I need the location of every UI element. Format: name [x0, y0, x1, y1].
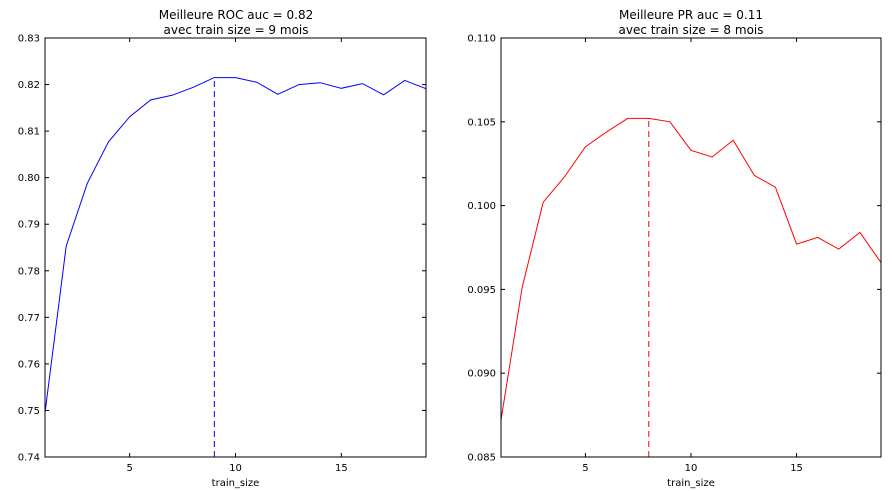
plot-title-line1: Meilleure ROC auc = 0.82 — [159, 8, 314, 22]
y-tick-label: 0.83 — [18, 34, 40, 45]
y-tick-label: 0.79 — [18, 220, 40, 231]
y-tick-label: 0.80 — [18, 173, 40, 184]
y-tick-label: 0.110 — [467, 34, 496, 45]
x-tick-label: 10 — [229, 463, 242, 474]
axis-ticks: 0.085 0.090 0.095 0.100 0.105 0.110 5 10 15 — [467, 34, 881, 474]
x-axis-label: train_size — [212, 478, 260, 489]
x-tick-label: 5 — [126, 463, 132, 474]
series-group — [44, 77, 427, 457]
y-tick-label: 0.085 — [467, 453, 496, 464]
y-tick-label: 0.095 — [467, 285, 496, 296]
y-tick-label: 0.82 — [18, 80, 40, 91]
axis-ticks: 0.74 0.75 0.76 0.77 0.78 0.79 0.80 0.81 0.82 0.83… — [18, 34, 426, 474]
y-tick-label: 0.75 — [18, 406, 40, 417]
series-line — [500, 117, 882, 421]
x-tick-label: 15 — [335, 463, 348, 474]
plot-title-line2: avec train size = 9 mois — [163, 23, 308, 37]
y-tick-label: 0.74 — [18, 453, 40, 464]
y-tick-label: 0.77 — [18, 313, 40, 324]
y-tick-label: 0.100 — [467, 201, 496, 212]
axes-frame — [500, 37, 882, 458]
y-tick-label: 0.81 — [18, 127, 40, 138]
pr-auc-plot: Meilleure PR auc = 0.11 avec train size … — [467, 8, 882, 489]
y-tick-label: 0.090 — [467, 369, 496, 380]
axes-frame — [44, 37, 427, 458]
plot-title-line2: avec train size = 8 mois — [618, 23, 763, 37]
x-tick-label: 10 — [685, 463, 698, 474]
x-axis-label: train_size — [667, 478, 715, 489]
y-tick-label: 0.78 — [18, 266, 40, 277]
x-tick-label: 15 — [790, 463, 803, 474]
roc-auc-plot: Meilleure ROC auc = 0.82 avec train size… — [18, 8, 427, 489]
y-tick-label: 0.105 — [467, 117, 496, 128]
y-tick-label: 0.76 — [18, 359, 40, 370]
series-group — [500, 117, 882, 457]
series-line — [44, 77, 427, 413]
x-tick-label: 5 — [582, 463, 588, 474]
plot-title-line1: Meilleure PR auc = 0.11 — [619, 8, 763, 22]
